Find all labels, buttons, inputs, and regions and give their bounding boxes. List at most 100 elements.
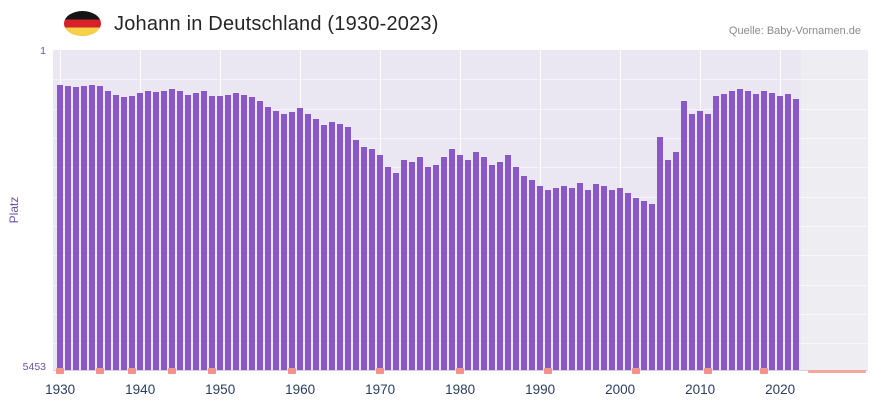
highlight-marker-1970 xyxy=(376,368,384,374)
bar-1989[interactable] xyxy=(529,179,536,370)
y-tick-best-rank: 1 xyxy=(40,45,46,57)
bar-2018[interactable] xyxy=(761,90,768,370)
bar-1961[interactable] xyxy=(305,114,312,370)
bar-1946[interactable] xyxy=(185,94,192,370)
bar-1973[interactable] xyxy=(401,160,408,370)
bar-2004[interactable] xyxy=(649,203,656,370)
bar-1985[interactable] xyxy=(497,162,504,370)
bar-2020[interactable] xyxy=(777,96,784,370)
x-tick-1940: 1940 xyxy=(125,382,156,397)
bar-1986[interactable] xyxy=(505,155,512,370)
bar-1951[interactable] xyxy=(225,94,232,370)
bar-1964[interactable] xyxy=(329,121,336,370)
bar-1935[interactable] xyxy=(97,86,104,370)
bar-1984[interactable] xyxy=(489,165,496,370)
bar-1966[interactable] xyxy=(345,126,352,370)
bar-1941[interactable] xyxy=(145,91,152,370)
bar-1959[interactable] xyxy=(289,112,296,370)
bar-1975[interactable] xyxy=(417,157,424,370)
bar-2011[interactable] xyxy=(705,114,712,370)
missing-data-axis-segment xyxy=(808,370,866,373)
bar-1967[interactable] xyxy=(353,139,360,370)
bar-2012[interactable] xyxy=(713,96,720,370)
bar-2021[interactable] xyxy=(785,94,792,370)
bar-1940[interactable] xyxy=(137,92,144,370)
x-tick-1980: 1980 xyxy=(445,382,476,397)
bar-1931[interactable] xyxy=(65,85,72,370)
bar-1952[interactable] xyxy=(233,92,240,370)
bar-1953[interactable] xyxy=(241,94,248,370)
bar-2001[interactable] xyxy=(625,193,632,370)
bar-1930[interactable] xyxy=(57,85,64,370)
bar-1982[interactable] xyxy=(473,152,480,370)
bar-1991[interactable] xyxy=(545,190,552,370)
bar-1968[interactable] xyxy=(361,146,368,370)
bar-1958[interactable] xyxy=(281,114,288,370)
bar-1933[interactable] xyxy=(81,85,88,370)
bar-1938[interactable] xyxy=(121,96,128,370)
bar-1992[interactable] xyxy=(553,187,560,370)
bar-2002[interactable] xyxy=(633,198,640,370)
bar-1999[interactable] xyxy=(609,190,616,370)
bar-2007[interactable] xyxy=(673,152,680,370)
bar-1978[interactable] xyxy=(441,157,448,370)
bar-2013[interactable] xyxy=(721,94,728,370)
bar-1969[interactable] xyxy=(369,149,376,370)
bar-1996[interactable] xyxy=(585,190,592,370)
bar-2010[interactable] xyxy=(697,111,704,370)
bar-1963[interactable] xyxy=(321,124,328,370)
bar-1957[interactable] xyxy=(273,111,280,370)
highlight-marker-2002 xyxy=(632,368,640,374)
bar-1990[interactable] xyxy=(537,186,544,370)
bar-1956[interactable] xyxy=(265,107,272,370)
bar-1965[interactable] xyxy=(337,123,344,370)
x-tick-1950: 1950 xyxy=(205,382,236,397)
bar-1988[interactable] xyxy=(521,175,528,370)
bar-1994[interactable] xyxy=(569,187,576,370)
bar-1934[interactable] xyxy=(89,84,96,370)
bar-1979[interactable] xyxy=(449,149,456,370)
bar-1937[interactable] xyxy=(113,94,120,370)
bar-1949[interactable] xyxy=(209,96,216,370)
bar-1974[interactable] xyxy=(409,162,416,370)
bar-1972[interactable] xyxy=(393,172,400,370)
bar-2022[interactable] xyxy=(793,99,800,370)
bar-2017[interactable] xyxy=(753,94,760,370)
bar-2000[interactable] xyxy=(617,187,624,370)
bar-1936[interactable] xyxy=(105,91,112,370)
bar-1939[interactable] xyxy=(129,95,136,370)
bar-1987[interactable] xyxy=(513,167,520,370)
bar-1981[interactable] xyxy=(465,160,472,370)
bar-1977[interactable] xyxy=(433,165,440,370)
bar-2009[interactable] xyxy=(689,114,696,370)
bar-2014[interactable] xyxy=(729,90,736,370)
bar-1980[interactable] xyxy=(457,155,464,370)
bar-1948[interactable] xyxy=(201,91,208,370)
bar-1955[interactable] xyxy=(257,100,264,370)
bar-1932[interactable] xyxy=(73,86,80,370)
bar-1960[interactable] xyxy=(297,108,304,370)
bar-1944[interactable] xyxy=(169,89,176,370)
bar-2005[interactable] xyxy=(657,136,664,370)
bar-1998[interactable] xyxy=(601,186,608,370)
bar-2016[interactable] xyxy=(745,90,752,370)
bar-1943[interactable] xyxy=(161,90,168,370)
bar-1971[interactable] xyxy=(385,167,392,370)
bar-2008[interactable] xyxy=(681,100,688,370)
bar-1942[interactable] xyxy=(153,91,160,370)
bar-1970[interactable] xyxy=(377,155,384,370)
bar-1983[interactable] xyxy=(481,157,488,370)
bar-1950[interactable] xyxy=(217,95,224,370)
bar-2003[interactable] xyxy=(641,201,648,370)
bar-2006[interactable] xyxy=(665,160,672,370)
bar-1976[interactable] xyxy=(425,167,432,370)
bar-1993[interactable] xyxy=(561,186,568,370)
bar-2019[interactable] xyxy=(769,92,776,370)
bar-1947[interactable] xyxy=(193,92,200,370)
bar-1995[interactable] xyxy=(577,182,584,370)
bar-1962[interactable] xyxy=(313,119,320,370)
bar-1997[interactable] xyxy=(593,183,600,370)
bar-1954[interactable] xyxy=(249,96,256,370)
bar-1945[interactable] xyxy=(177,91,184,370)
bar-2015[interactable] xyxy=(737,88,744,370)
